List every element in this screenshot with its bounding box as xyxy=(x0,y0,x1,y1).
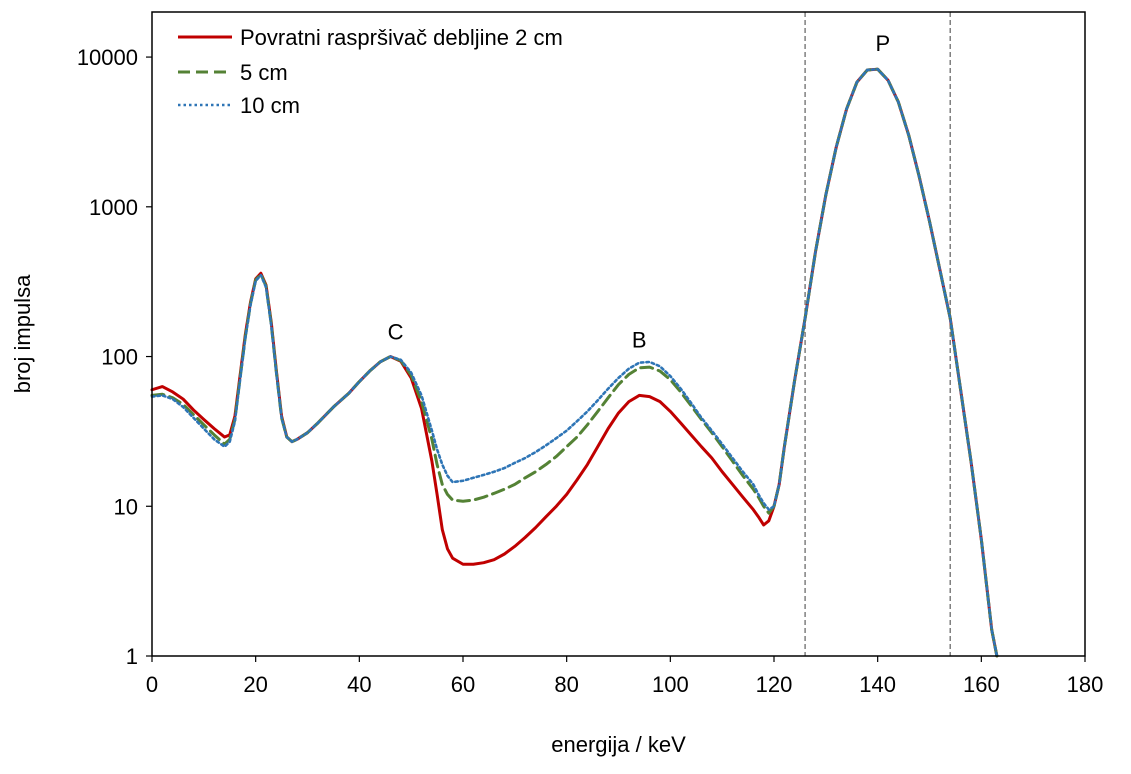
x-ticks-layer: 0 20 40 60 80 100 120 140 160 180 xyxy=(146,656,1103,697)
y-tick-label: 10000 xyxy=(77,45,138,70)
legend-label: 10 cm xyxy=(240,93,300,118)
legend: Povratni raspršivač debljine 2 cm 5 cm 10 … xyxy=(178,25,563,118)
series-line-5cm xyxy=(150,67,999,658)
annotations-layer: C B P xyxy=(388,31,891,353)
peak-label-c: C xyxy=(388,319,404,344)
x-tick-label: 0 xyxy=(146,672,158,697)
x-tick-label: 100 xyxy=(652,672,689,697)
series-layer xyxy=(150,67,999,658)
vertical-lines-layer xyxy=(804,12,951,656)
y-tick-label: 1 xyxy=(126,644,138,669)
series-line-10cm xyxy=(150,67,999,658)
peak-label-p: P xyxy=(876,31,891,56)
x-tick-label: 60 xyxy=(451,672,475,697)
x-tick-label: 40 xyxy=(347,672,371,697)
x-axis-title: energija / keV xyxy=(551,732,686,757)
peak-label-b: B xyxy=(632,327,647,352)
x-tick-label: 80 xyxy=(554,672,578,697)
x-tick-label: 20 xyxy=(243,672,267,697)
y-tick-label: 1000 xyxy=(89,195,138,220)
x-tick-label: 180 xyxy=(1067,672,1104,697)
legend-label: 5 cm xyxy=(240,60,288,85)
series-line-2cm xyxy=(150,67,999,658)
y-tick-label: 100 xyxy=(101,345,138,370)
y-tick-label: 10 xyxy=(114,494,138,519)
axes-layer xyxy=(151,11,1086,657)
plot-frame xyxy=(151,11,1086,657)
y-axis-title: broj impulsa xyxy=(10,274,35,393)
legend-label: Povratni raspršivač debljine 2 cm xyxy=(240,25,563,50)
x-tick-label: 120 xyxy=(756,672,793,697)
x-tick-label: 140 xyxy=(859,672,896,697)
y-ticks-layer: 1 10 100 1000 10000 xyxy=(77,45,152,669)
x-tick-label: 160 xyxy=(963,672,1000,697)
